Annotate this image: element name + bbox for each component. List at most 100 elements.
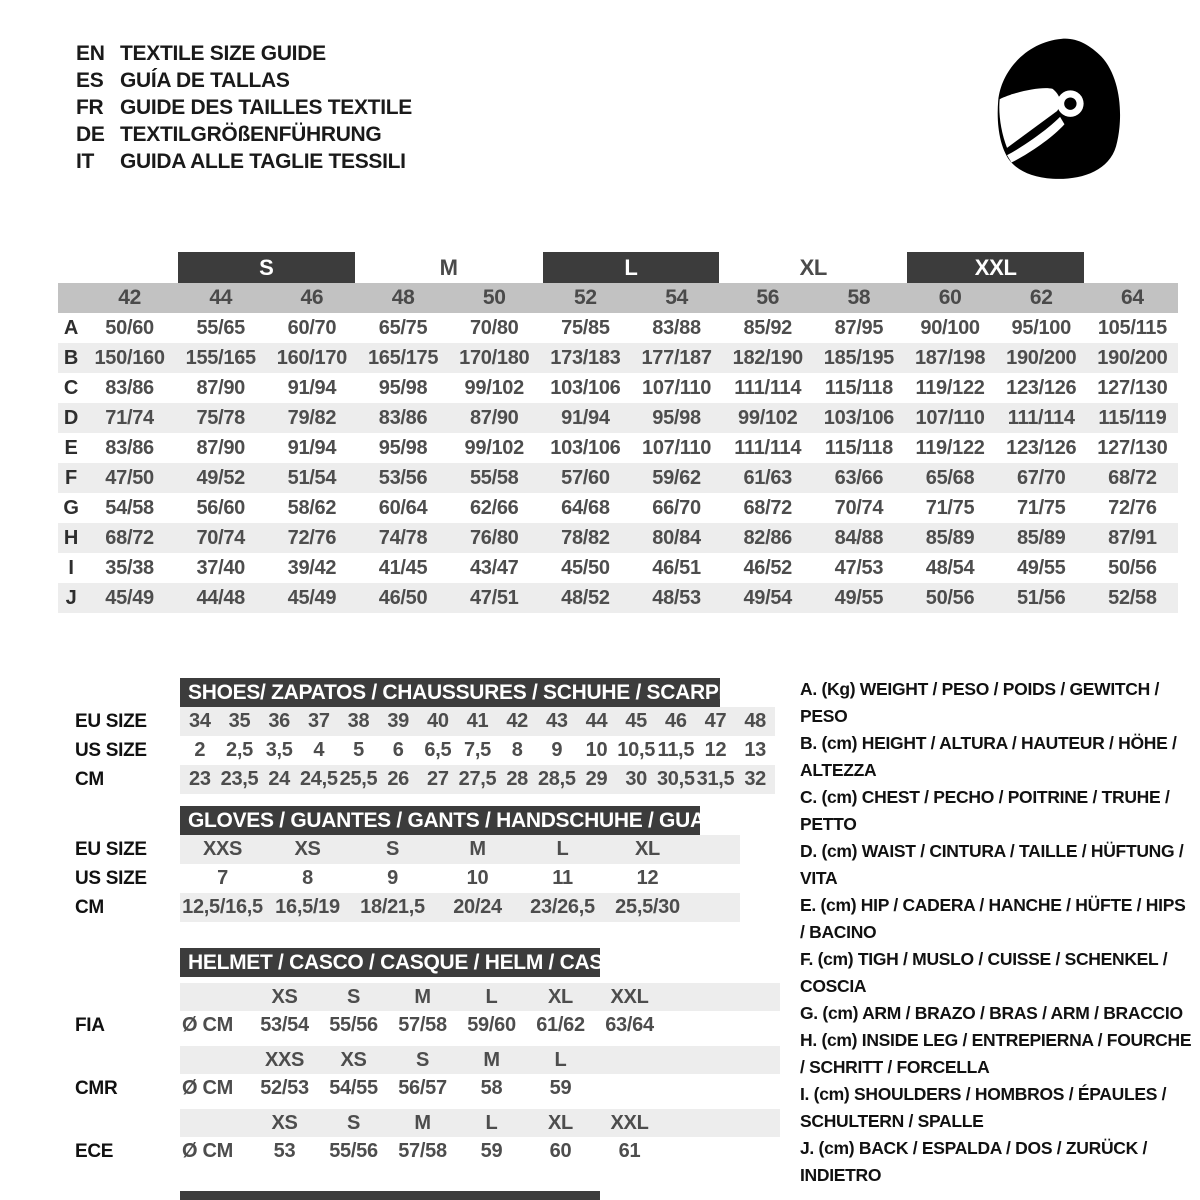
column-header: 42 (118, 286, 141, 309)
cell: 47/50 (105, 466, 154, 489)
cell: 127/130 (1097, 376, 1168, 399)
cell: 53/56 (378, 466, 428, 489)
cell: 30 (625, 768, 647, 790)
measure-row-h: H 68/72 70/74 72/76 74/78 76/80 78/82 80/84 82/8… (58, 523, 1178, 553)
cell: 115/119 (1098, 406, 1167, 429)
cell: 12,5/16,5 (182, 896, 263, 918)
cell: 85/92 (743, 316, 793, 339)
cell: 67/70 (1016, 466, 1066, 489)
cell: 53/54 (260, 1014, 309, 1036)
measure-row-a: A 50/60 55/65 60/70 65/75 70/80 75/85 83/88 85/9… (58, 313, 1178, 343)
size-header: XS (271, 1111, 298, 1134)
shoes-body: EU SIZE 34 35 36 37 38 39 40 41 42 43 44 45 46 47 48 US … (75, 707, 775, 794)
cell: 71/74 (105, 406, 154, 429)
cell: 70/74 (834, 496, 884, 519)
cell: 105/115 (1097, 316, 1167, 339)
cell: 50/56 (1108, 556, 1157, 579)
cell: 103/106 (550, 436, 621, 459)
guide-title: GUIDE DES TAILLES TEXTILE (120, 95, 412, 119)
cell: 62/66 (469, 496, 519, 519)
gloves-row: CM 12,5/16,5 16,5/19 18/21,5 20/24 23/26,5 25,… (75, 893, 740, 922)
cell: 43 (546, 710, 568, 732)
cell: 47 (704, 710, 727, 732)
size-group-m: M (439, 254, 458, 280)
cell: 24 (268, 768, 290, 790)
cell: 56/57 (398, 1077, 447, 1099)
cell: 66/70 (652, 496, 701, 519)
cell: 63/64 (605, 1014, 654, 1036)
measure-row-d: D 71/74 75/78 79/82 83/86 87/90 91/94 95/98 99/1… (58, 403, 1178, 433)
legend-item: H. (cm) INSIDE LEG / ENTREPIERNA / FOURC… (800, 1030, 1192, 1077)
cell: 35 (228, 710, 251, 732)
cell: 85/89 (925, 526, 975, 549)
cell: 173/183 (550, 346, 621, 369)
column-header: 48 (391, 286, 415, 309)
cell: 99/102 (464, 376, 525, 399)
column-header: 58 (847, 286, 871, 309)
helmet-sizes-row-cmr: XXS XS S M L (180, 1046, 780, 1074)
cell: 60 (549, 1140, 572, 1162)
cell: 49/52 (196, 466, 246, 489)
cell: 48 (744, 710, 766, 732)
cell: 6,5 (424, 739, 452, 761)
cell: 119/122 (915, 376, 985, 399)
cell: 35/38 (105, 556, 154, 579)
cell: 165/175 (367, 346, 439, 369)
cell: 23,5 (220, 768, 259, 790)
size-header: L (554, 1048, 567, 1071)
size-header: L (485, 985, 498, 1008)
size-group-xl: XL (799, 254, 828, 280)
cell: 87/90 (196, 436, 246, 459)
cell: 59/62 (652, 466, 701, 489)
cell: 49/55 (1016, 556, 1066, 579)
size-header: S (415, 1048, 430, 1071)
column-header: 54 (665, 286, 688, 309)
cell: 2 (194, 739, 206, 761)
cell: 47/53 (834, 556, 884, 579)
cell: 23 (189, 768, 211, 790)
column-header: 50 (482, 286, 506, 309)
cell: 3,5 (265, 739, 293, 761)
shoes-row: EU SIZE 34 35 36 37 38 39 40 41 42 43 44 45 46 47 48 (75, 707, 775, 736)
standard-label: FIA (75, 1014, 105, 1036)
cell: 57/58 (398, 1140, 447, 1162)
cell: 61 (618, 1140, 641, 1162)
cell: 70/80 (469, 316, 519, 339)
cell: 48/53 (652, 586, 701, 609)
cell: 45/49 (105, 586, 154, 609)
column-header: 46 (300, 286, 324, 309)
cell: 91/94 (561, 406, 610, 429)
cell: 51/56 (1016, 586, 1066, 609)
cell: 57/60 (561, 466, 610, 489)
cell: 10 (466, 867, 489, 889)
cell: 68/72 (743, 496, 793, 519)
cell: 7,5 (464, 739, 491, 761)
cell: 111/114 (1007, 406, 1075, 429)
row-label: G (63, 496, 79, 519)
size-header: XXL (610, 985, 649, 1008)
cell: 87/90 (469, 406, 519, 429)
cell: 87/95 (834, 316, 884, 339)
cell: 36 (268, 710, 290, 732)
cell: 55/58 (469, 466, 519, 489)
row-label: C (63, 376, 79, 399)
cell: 8 (511, 739, 523, 761)
size-group-s: S (178, 252, 355, 283)
row-values: 12,5/16,5 16,5/19 18/21,5 20/24 23/26,5 25,5/… (180, 893, 740, 922)
cell: 95/100 (1011, 316, 1072, 339)
language-code: FR (76, 95, 104, 119)
cell: L (556, 838, 569, 860)
legend-item: B. (cm) HEIGHT / ALTURA / HAUTEUR / HÖHE… (800, 733, 1177, 780)
helmet-icon (997, 38, 1121, 179)
cell: 39 (387, 710, 409, 732)
cell: 25,5 (339, 768, 378, 790)
language-row: EN TEXTILE SIZE GUIDE (76, 40, 412, 67)
guide-title: TEXTILE SIZE GUIDE (120, 41, 326, 65)
cell: 59 (480, 1140, 503, 1162)
cell: 46/52 (743, 556, 793, 579)
column-header: 56 (756, 286, 780, 309)
cell: 84/88 (834, 526, 884, 549)
cell: 45 (625, 710, 647, 732)
row-label: EU SIZE (75, 838, 147, 860)
